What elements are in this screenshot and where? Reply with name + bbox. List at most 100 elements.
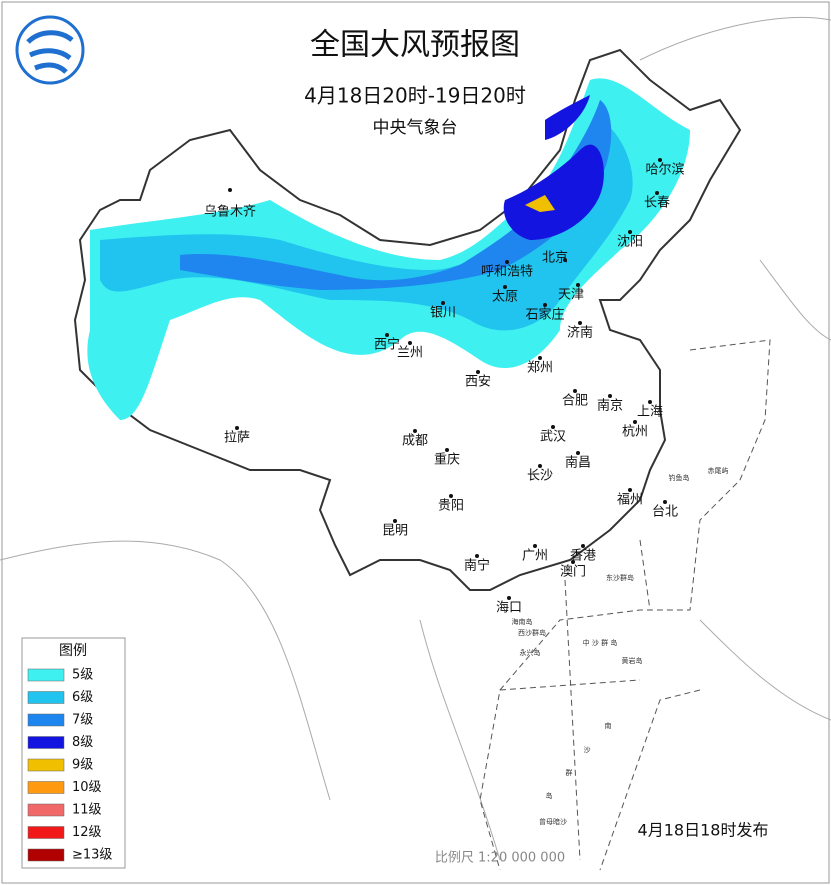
city-dot — [505, 260, 509, 264]
city-label: 长春 — [644, 196, 670, 211]
city-dot — [578, 321, 582, 325]
city-dot — [533, 544, 537, 548]
city-label: 北京 — [542, 251, 568, 266]
city-label: 澳门 — [560, 564, 586, 580]
city-label: 济南 — [567, 325, 593, 341]
city-label: 上海 — [637, 405, 663, 420]
logo-mark — [26, 30, 74, 74]
wind-area-5 — [87, 78, 690, 420]
city-dot — [581, 544, 585, 548]
city-dot — [573, 389, 577, 393]
legend-swatch — [27, 668, 65, 682]
city-label: 南宁 — [464, 558, 490, 574]
island-label: 东沙群岛 — [606, 573, 634, 582]
island-label: 海南岛 — [512, 617, 533, 626]
city-dot — [413, 429, 417, 433]
wind-area-9 — [525, 195, 555, 212]
logo — [15, 15, 85, 85]
city-label: 福州 — [617, 493, 643, 508]
city-dot — [445, 448, 449, 452]
city-dot — [543, 303, 547, 307]
city-label: 南京 — [597, 398, 623, 414]
city-label: 乌鲁木齐 — [204, 204, 256, 220]
city-label: 海口 — [496, 601, 522, 616]
city-label: 哈尔滨 — [645, 162, 684, 178]
city-dot — [576, 283, 580, 287]
island-label: 永兴岛 — [520, 648, 541, 657]
city-label: 重庆 — [434, 452, 460, 468]
scale: 比例尺 1:20 000 000 — [435, 851, 565, 866]
legend-label: 7级 — [72, 713, 93, 728]
city-dot — [408, 341, 412, 345]
issuer: 中央气象台 — [373, 118, 458, 138]
legend-label: 5级 — [72, 668, 93, 683]
legend-title: 图例 — [59, 643, 87, 659]
city-label: 西安 — [465, 375, 491, 390]
map-title: 全国大风预报图 — [310, 28, 520, 63]
island-label: 曾母暗沙 — [539, 817, 567, 826]
city-label: 广州 — [522, 549, 548, 564]
city-dot — [538, 464, 542, 468]
city-label: 沈阳 — [617, 235, 643, 250]
island-label: 群 — [566, 768, 573, 777]
city-label: 石家庄 — [525, 307, 564, 323]
island-label: 西沙群岛 — [518, 628, 546, 637]
city-dot — [648, 400, 652, 404]
city-label: 天津 — [558, 288, 584, 303]
city-dot — [658, 158, 662, 162]
city-label: 合肥 — [562, 394, 588, 409]
island-label: 黄岩岛 — [622, 656, 643, 665]
city-label: 杭州 — [622, 425, 648, 440]
wind-area-7 — [180, 100, 612, 290]
city-dot — [385, 333, 389, 337]
map-subtitle: 4月18日20时-19日20时 — [304, 84, 526, 108]
city-dot — [576, 451, 580, 455]
city-label: 昆明 — [382, 524, 408, 539]
city-label: 银川 — [430, 306, 456, 321]
city-dot — [571, 560, 575, 564]
city-dot — [476, 370, 480, 374]
legend-label: 8级 — [72, 735, 93, 750]
city-dot — [475, 554, 479, 558]
city-dot — [507, 596, 511, 600]
city-dot — [563, 258, 567, 262]
city-label: 长沙 — [527, 469, 553, 484]
city-dot — [449, 494, 453, 498]
city-label: 武汉 — [540, 430, 566, 445]
city-label: 成都 — [402, 434, 428, 449]
neighbour-coast — [0, 16, 831, 861]
city-dot — [608, 394, 612, 398]
city-dot — [441, 301, 445, 305]
city-dot — [663, 500, 667, 504]
city-label: 西宁 — [374, 337, 400, 353]
legend-swatch — [27, 758, 65, 772]
legend-swatch — [27, 713, 65, 727]
island-label: 南 — [605, 721, 612, 730]
legend-label: 11级 — [72, 803, 102, 818]
city-label: 郑州 — [527, 361, 553, 376]
city-dot — [655, 191, 659, 195]
legend-swatch — [27, 691, 65, 704]
sea-boundary — [479, 339, 771, 871]
legend-label: ≥13级 — [72, 848, 112, 863]
city-dot — [551, 425, 555, 429]
legend-swatch — [27, 848, 65, 862]
city-dot — [503, 285, 507, 289]
city-label: 台北 — [652, 505, 678, 520]
legend-swatch — [27, 781, 65, 794]
city-label: 太原 — [492, 290, 518, 305]
city-dot — [228, 188, 232, 192]
legend-swatch — [27, 736, 65, 749]
legend-swatch — [27, 826, 65, 839]
city-dot — [393, 519, 397, 523]
city-dot — [628, 488, 632, 492]
city-label: 兰州 — [397, 346, 423, 361]
island-label: 岛 — [546, 791, 553, 800]
island-label: 钓鱼岛 — [669, 473, 690, 482]
legend-label: 6级 — [72, 690, 93, 705]
island-label: 沙 — [584, 746, 591, 754]
city-dot — [538, 356, 542, 360]
city-label: 香港 — [570, 549, 596, 564]
